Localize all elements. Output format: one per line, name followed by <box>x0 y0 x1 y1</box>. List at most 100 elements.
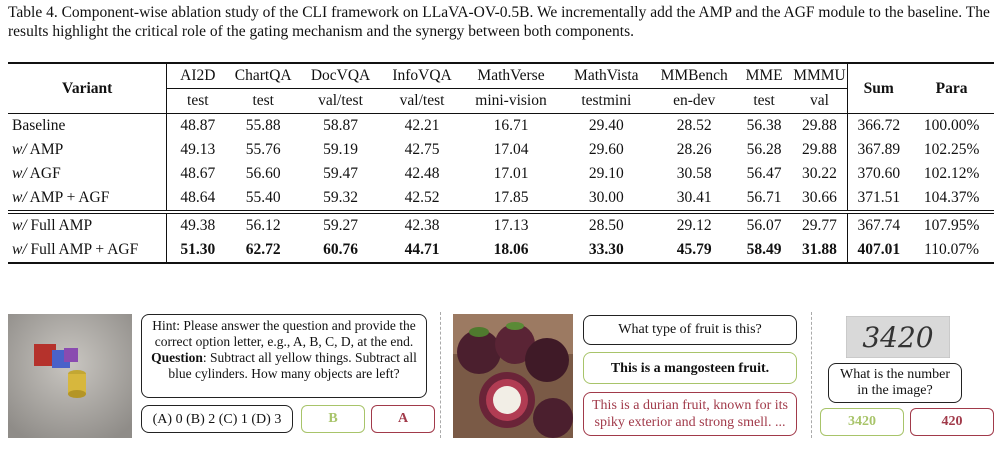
score-cell: 28.50 <box>560 210 652 238</box>
split-header: test <box>166 88 229 114</box>
score-cell: 56.28 <box>746 141 782 158</box>
score-cell: 29.10 <box>588 165 624 182</box>
hint-text: Hint: Please answer the question and pro… <box>152 318 416 349</box>
number-question-bubble: What is the number in the image? <box>828 363 962 403</box>
split-header: test <box>736 88 792 114</box>
para-cell: 100.00% <box>909 113 994 138</box>
table-row: w/ AGF 48.67 56.60 59.47 42.48 17.01 29.10 30.5… <box>8 162 994 186</box>
question-text: : Subtract all yellow things. Subtract a… <box>168 350 417 381</box>
yellow-cylinder-shape <box>68 374 86 394</box>
ablation-table: Variant AI2D ChartQA DocVQA InfoVQA Math… <box>8 62 994 264</box>
score-cell: 60.76 <box>298 238 383 264</box>
variant-name: w/ AMP <box>12 141 64 158</box>
score-cell: 48.87 <box>166 113 229 138</box>
purple-cube-shape <box>64 348 78 362</box>
options-bubble: (A) 0 (B) 2 (C) 1 (D) 3 <box>141 405 293 433</box>
score-cell: 31.88 <box>791 238 848 264</box>
score-cell: 18.06 <box>461 238 561 264</box>
wrong-answer-box: A <box>371 405 435 433</box>
benchmark-header: AI2D <box>166 62 229 89</box>
score-cell: 59.19 <box>323 141 358 158</box>
variant-name: w/ AGF <box>12 165 61 182</box>
table-row: Baseline 48.87 55.88 58.87 42.21 16.71 29.40 28… <box>8 113 994 138</box>
score-cell: 48.64 <box>166 186 229 212</box>
example-fruit-panel: What type of fruit is this? This is a ma… <box>453 314 803 440</box>
score-cell: 42.21 <box>382 113 462 138</box>
number-correct-answer: 3420 <box>820 408 904 436</box>
score-cell: 59.27 <box>298 210 383 238</box>
score-cell: 30.00 <box>588 189 624 206</box>
score-cell: 59.47 <box>323 165 358 182</box>
score-cell: 29.77 <box>791 210 848 238</box>
score-cell: 29.88 <box>791 113 848 138</box>
benchmark-header: InfoVQA <box>382 62 462 89</box>
score-cell: 55.76 <box>245 141 281 158</box>
score-cell: 33.30 <box>560 238 652 264</box>
benchmark-header: MMMU <box>791 62 848 89</box>
table-row: w/ AMP 49.13 55.76 59.19 42.75 17.04 29.60 28.2… <box>8 138 994 162</box>
score-cell: 17.85 <box>493 189 529 206</box>
split-header: val/test <box>382 88 462 114</box>
benchmark-header: MathVerse <box>461 62 561 89</box>
para-header: Para <box>909 62 994 114</box>
handwritten-number-image: 3420 <box>846 316 950 358</box>
score-cell: 42.38 <box>382 210 462 238</box>
para-cell: 102.12% <box>923 165 980 182</box>
clevr-scene-image <box>8 314 132 438</box>
benchmark-header: DocVQA <box>298 62 383 89</box>
captcha-text: 3420 <box>862 321 933 354</box>
table-row: w/ AMP + AGF 48.64 55.40 59.32 42.52 17.85 30.… <box>8 186 994 212</box>
table-row: w/ Full AMP 49.38 56.12 59.27 42.38 17.13 28.5… <box>8 210 994 238</box>
score-cell: 17.04 <box>493 141 529 158</box>
score-cell: 30.58 <box>676 165 712 182</box>
score-cell: 30.66 <box>802 189 837 206</box>
variant-header: Variant <box>8 62 167 114</box>
score-cell: 62.72 <box>228 238 299 264</box>
variant-name: Baseline <box>8 113 167 138</box>
score-cell: 55.40 <box>245 189 281 206</box>
split-header: val <box>791 88 848 114</box>
score-cell: 56.38 <box>736 113 792 138</box>
variant-name: w/ Full AMP <box>8 210 167 238</box>
score-cell: 59.32 <box>323 189 358 206</box>
benchmark-header: ChartQA <box>228 62 299 89</box>
score-cell: 16.71 <box>461 113 561 138</box>
score-cell: 45.79 <box>651 238 737 264</box>
example-number-panel: 3420 What is the number in the image? 34… <box>818 314 998 440</box>
benchmark-header: MME <box>736 62 792 89</box>
mangosteen-image <box>453 314 573 438</box>
score-cell: 29.12 <box>651 210 737 238</box>
split-header: testmini <box>560 88 652 114</box>
score-cell: 51.30 <box>166 238 229 264</box>
header-row-benchmarks: Variant AI2D ChartQA DocVQA InfoVQA Math… <box>8 62 994 114</box>
score-cell: 30.22 <box>802 165 837 182</box>
para-cell: 110.07% <box>909 238 994 264</box>
panel-divider <box>440 312 441 438</box>
score-cell: 49.13 <box>166 138 229 162</box>
panel-divider <box>811 312 812 438</box>
score-cell: 29.60 <box>588 141 624 158</box>
sum-header: Sum <box>847 62 910 114</box>
score-cell: 56.71 <box>746 189 782 206</box>
header-row-splits: test test val/test val/test mini-vision … <box>8 88 994 114</box>
sum-cell: 371.51 <box>847 186 910 212</box>
fruit-wrong-answer: This is a durian fruit, known for its sp… <box>583 392 797 436</box>
para-cell: 104.37% <box>923 189 980 206</box>
variant-name: w/ AMP + AGF <box>12 189 110 206</box>
correct-answer-box: B <box>301 405 365 433</box>
fruit-correct-answer: This is a mangosteen fruit. <box>583 352 797 384</box>
score-cell: 17.01 <box>493 165 529 182</box>
score-cell: 28.52 <box>651 113 737 138</box>
benchmark-header: MathVista <box>560 62 652 89</box>
split-header: val/test <box>298 88 383 114</box>
question-label: Question <box>151 350 203 365</box>
score-cell: 17.13 <box>461 210 561 238</box>
score-cell: 48.67 <box>166 162 229 186</box>
benchmark-header: MMBench <box>651 62 737 89</box>
score-cell: 49.38 <box>166 210 229 238</box>
fruit-question-bubble: What type of fruit is this? <box>583 315 797 345</box>
score-cell: 44.71 <box>382 238 462 264</box>
split-header: mini-vision <box>461 88 561 114</box>
score-cell: 58.49 <box>736 238 792 264</box>
table-row: w/ Full AMP + AGF 51.30 62.72 60.76 44.71 18.… <box>8 238 994 264</box>
